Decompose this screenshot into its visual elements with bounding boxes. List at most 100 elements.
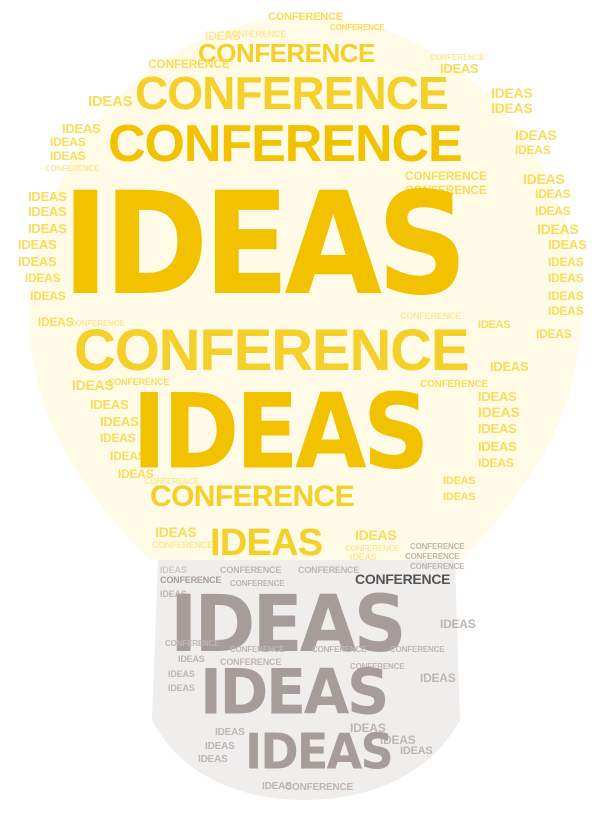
word-ideas: IDEAS [537, 221, 579, 237]
word-ideas: IDEAS [440, 617, 476, 631]
bulb-glass [29, 15, 581, 560]
word-ideas-base: IDEAS [170, 578, 407, 671]
word-ideas: IDEAS [535, 204, 571, 218]
word-ideas: IDEAS [478, 389, 517, 404]
word-conference: CONFERENCE [220, 565, 282, 575]
word-conference: CONFERENCE [390, 645, 445, 654]
word-ideas: IDEAS [523, 171, 565, 187]
word-conference: CONFERENCE [405, 169, 487, 183]
word-ideas: IDEAS [400, 745, 433, 757]
word-conference: CONFERENCE [312, 645, 367, 654]
word-ideas: IDEAS [491, 85, 533, 101]
word-ideas: IDEAS [548, 289, 584, 303]
word-ideas: IDEAS [262, 781, 292, 792]
word-ideas: IDEAS [210, 522, 323, 564]
word-ideas: IDEAS [478, 456, 514, 470]
word-conference: CONFERENCE [45, 164, 100, 173]
word-conference: CONFERENCE [160, 575, 222, 585]
word-conference: CONFERENCE [225, 29, 287, 39]
word-ideas: IDEAS [478, 319, 511, 331]
word-ideas: IDEAS [90, 397, 129, 412]
word-ideas: IDEAS [478, 439, 517, 454]
word-ideas: IDEAS [30, 289, 66, 303]
word-conference: CONFERENCE [152, 540, 214, 550]
word-ideas: IDEAS [420, 671, 456, 685]
word-ideas: IDEAS [380, 733, 416, 747]
word-ideas: IDEAS [100, 414, 139, 429]
word-conference: CONFERENCE [350, 662, 405, 671]
word-conference: CONFERENCE [230, 645, 285, 654]
word-conference: CONFERENCE [345, 544, 400, 553]
word-conference: CONFERENCE [230, 579, 285, 588]
word-ideas: IDEAS [62, 121, 101, 136]
word-ideas: IDEAS [50, 135, 86, 149]
word-ideas: IDEAS [88, 93, 133, 110]
word-conference: CONFERENCE [430, 53, 485, 62]
word-ideas-base: IDEAS [245, 723, 394, 781]
word-conference: CONFERENCE [74, 318, 470, 383]
word-conference: CONFERENCE [285, 782, 354, 793]
word-conference: CONFERENCE [330, 23, 385, 32]
word-ideas: IDEAS [350, 552, 377, 562]
word-conference: CONFERENCE [108, 377, 170, 387]
word-ideas: IDEAS [18, 237, 57, 252]
word-conference: CONFERENCE [405, 183, 487, 197]
word-conference: CONFERENCE [150, 480, 355, 513]
word-ideas: IDEAS [548, 237, 587, 252]
word-ideas: IDEAS [50, 149, 86, 163]
word-ideas: IDEAS [160, 589, 187, 599]
word-ideas: IDEAS [548, 255, 584, 269]
word-ideas: IDEAS [25, 271, 61, 285]
word-ideas: IDEAS [548, 271, 584, 285]
word-conference: CONFERENCE [148, 57, 230, 71]
word-conference: CONFERENCE [298, 565, 360, 575]
word-conference: CONFERENCE [145, 477, 200, 486]
word-ideas: IDEAS [491, 100, 533, 116]
word-ideas: IDEAS [478, 404, 520, 420]
word-ideas: IDEAS [178, 654, 205, 664]
word-ideas: IDEAS [28, 204, 67, 219]
word-conference: CONFERENCE [420, 379, 489, 390]
word-ideas: IDEAS [18, 254, 57, 269]
word-ideas-hero: IDEAS [62, 163, 468, 328]
word-ideas: IDEAS [28, 189, 67, 204]
word-conference: CONFERENCE [268, 11, 343, 23]
word-ideas: IDEAS [160, 565, 187, 575]
word-ideas: IDEAS [100, 431, 136, 445]
word-conference: CONFERENCE [70, 319, 125, 328]
word-ideas: IDEAS [205, 741, 235, 752]
word-conference: CONFERENCE [400, 311, 462, 321]
word-ideas: IDEAS [38, 315, 74, 329]
word-ideas-hero: IDEAS [132, 370, 429, 493]
word-ideas: IDEAS [168, 683, 195, 693]
word-ideas: IDEAS [118, 467, 154, 481]
word-ideas: IDEAS [155, 524, 197, 540]
word-ideas: IDEAS [72, 377, 114, 393]
word-conference: CONFERENCE [410, 562, 465, 571]
word-ideas: IDEAS [28, 221, 67, 236]
word-conference: CONFERENCE [405, 552, 460, 561]
word-ideas: IDEAS [198, 754, 228, 765]
word-ideas: IDEAS [205, 29, 241, 43]
word-ideas: IDEAS [355, 527, 397, 543]
word-ideas: IDEAS [548, 304, 584, 318]
word-conference: CONFERENCE [220, 657, 282, 667]
bulb-base [152, 560, 460, 800]
word-conference: CONFERENCE [198, 38, 375, 68]
word-conference: CONFERENCE [108, 115, 463, 173]
word-ideas: IDEAS [536, 327, 572, 341]
word-ideas: IDEAS [515, 143, 551, 157]
word-ideas: IDEAS [478, 421, 517, 436]
word-conference: CONFERENCE [410, 542, 465, 551]
word-ideas: IDEAS [443, 475, 476, 487]
word-conference: CONFERENCE [355, 571, 451, 587]
word-conference: CONFERENCE [135, 67, 449, 119]
word-conference: CONFERENCE [165, 639, 220, 648]
word-ideas: IDEAS [515, 127, 557, 143]
word-ideas: IDEAS [443, 491, 476, 503]
word-ideas: IDEAS [440, 61, 479, 76]
word-ideas: IDEAS [490, 359, 529, 374]
word-ideas: IDEAS [168, 669, 195, 679]
word-ideas-base: IDEAS [200, 656, 389, 730]
